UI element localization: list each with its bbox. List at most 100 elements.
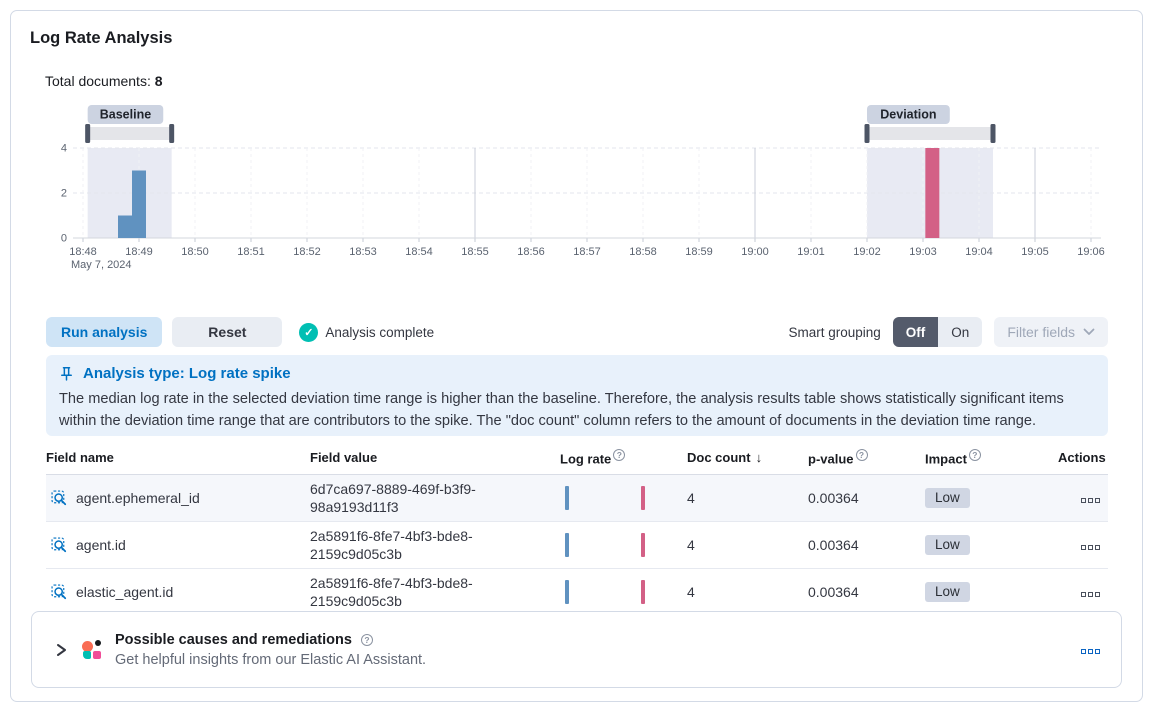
y-tick-label: 2 [61, 188, 67, 200]
document-count-chart[interactable]: 18:48 18:49 18:50 18:51 18:52 18:53 18:54 18:55… [55, 103, 1115, 277]
p-value-cell: 0.00364 [808, 521, 925, 570]
table-row[interactable]: agent.id 2a5891f6-8fe7-4bf3-bde8-2159c9d… [46, 521, 1108, 570]
x-tick-label: 18:58 [629, 246, 657, 258]
total-documents-value: 8 [154, 73, 163, 89]
page-title: Log Rate Analysis [30, 29, 173, 47]
controls-right: Smart grouping Off On Filter fields [788, 317, 1108, 347]
field-value: 2a5891f6-8fe7-4bf3-bde8-2159c9d05c3b [310, 528, 473, 563]
x-tick-label: 19:02 [853, 246, 881, 258]
x-tick-label: 18:51 [237, 246, 265, 258]
x-tick-label: 19:05 [1021, 246, 1049, 258]
impact-badge: Low [925, 535, 970, 556]
x-tick-label: 18:53 [349, 246, 377, 258]
callout-body: The median log rate in the selected devi… [59, 391, 1064, 429]
table-row[interactable]: elastic_agent.id 2a5891f6-8fe7-4bf3-bde8… [46, 568, 1108, 617]
brush-handle[interactable] [85, 124, 91, 143]
ai-panel-title: Possible causes and remediations [115, 631, 352, 648]
x-tick-label: 19:06 [1077, 246, 1105, 258]
info-icon[interactable]: ? [613, 449, 626, 461]
row-actions-icon[interactable] [1081, 545, 1100, 551]
x-tick-label: 18:50 [181, 246, 209, 258]
x-tick-label: 19:01 [797, 246, 825, 258]
reset-button[interactable]: Reset [172, 317, 283, 347]
x-tick-label: 18:54 [405, 246, 433, 258]
row-actions-icon[interactable] [1081, 498, 1100, 504]
total-documents-label: Total documents: [45, 73, 151, 89]
check-circle-icon: ✓ [299, 322, 319, 342]
expand-panel-button[interactable] [54, 642, 68, 658]
field-value: 2a5891f6-8fe7-4bf3-bde8-2159c9d05c3b [310, 575, 473, 610]
header-actions: Actions [1058, 447, 1108, 476]
table-header-row: Field name Field value Log rate? Doc cou… [46, 447, 1108, 476]
baseline-brush[interactable] [87, 127, 172, 140]
impact-badge: Low [925, 488, 970, 509]
total-documents: Total documents: 8 [45, 73, 163, 89]
brush-handle[interactable] [990, 124, 996, 143]
analysis-status: Analysis complete [325, 324, 435, 340]
smart-grouping-off-button[interactable]: Off [892, 317, 939, 347]
x-tick-label: 18:56 [517, 246, 545, 258]
filter-fields-button[interactable]: Filter fields [994, 317, 1108, 347]
x-tick-label: 18:49 [125, 246, 153, 258]
brush-handle[interactable] [864, 124, 870, 143]
x-tick-label: 18:52 [293, 246, 321, 258]
chevron-right-icon [57, 643, 66, 656]
log-rate-analysis-panel: Log Rate Analysis Total documents: 8 18:… [10, 10, 1143, 702]
header-p-value[interactable]: p-value? [808, 447, 925, 476]
deviation-mini-bar [641, 580, 645, 605]
run-analysis-button[interactable]: Run analysis [46, 317, 163, 347]
row-actions-icon[interactable] [1081, 592, 1100, 598]
deviation-mini-bar [641, 486, 645, 511]
doc-count-cell: 4 [687, 474, 808, 523]
baseline-mini-bar [565, 486, 569, 511]
help-icon[interactable]: ? [360, 633, 373, 646]
field-name: agent.id [76, 537, 126, 554]
smart-grouping-on-button[interactable]: On [938, 317, 983, 347]
actions-icon [1081, 649, 1100, 654]
brush-handle[interactable] [169, 124, 175, 143]
x-tick-label: 19:04 [965, 246, 993, 258]
sort-desc-icon: ↓ [755, 450, 763, 466]
info-icon[interactable]: ? [968, 449, 981, 461]
ai-panel-text: Possible causes and remediations ? Get h… [115, 632, 426, 668]
field-stats-icon[interactable] [51, 490, 68, 507]
header-field-name[interactable]: Field name [46, 447, 310, 476]
panel-actions-button[interactable] [1081, 642, 1100, 657]
possible-causes-panel: Possible causes and remediations ? Get h… [31, 611, 1122, 688]
deviation-bar [925, 148, 940, 238]
field-stats-icon[interactable] [51, 584, 68, 601]
analysis-results-table: Field name Field value Log rate? Doc cou… [46, 447, 1108, 617]
x-tick-label: 18:48 [69, 246, 97, 258]
doc-count-cell: 4 [687, 568, 808, 617]
x-tick-label: 18:59 [685, 246, 713, 258]
doc-count-cell: 4 [687, 521, 808, 570]
info-icon[interactable]: ? [855, 449, 868, 461]
baseline-badge [87, 105, 164, 124]
badge-label: Deviation [880, 108, 936, 122]
field-stats-icon[interactable] [51, 537, 68, 554]
date-label: May 7, 2024 [71, 259, 132, 271]
x-tick-label: 18:55 [461, 246, 489, 258]
analysis-type-callout: Analysis type: Log rate spike The median… [46, 355, 1108, 436]
ai-panel-subtitle: Get helpful insights from our Elastic AI… [115, 651, 427, 668]
header-log-rate[interactable]: Log rate? [560, 447, 687, 476]
field-name: elastic_agent.id [76, 584, 174, 601]
filter-fields-label: Filter fields [1007, 324, 1075, 340]
callout-title: Analysis type: Log rate spike [83, 365, 291, 382]
header-field-value[interactable]: Field value [310, 447, 560, 476]
smart-grouping-toggle: Off On [892, 317, 983, 347]
header-doc-count[interactable]: Doc count ↓ [687, 447, 808, 476]
field-name: agent.ephemeral_id [76, 490, 200, 507]
table-row[interactable]: agent.ephemeral_id 6d7ca697-8889-469f-b3… [46, 474, 1108, 523]
histogram-svg: 18:48 18:49 18:50 18:51 18:52 18:53 18:54 18:55… [61, 105, 1105, 271]
baseline-bar [118, 215, 132, 238]
deviation-brush[interactable] [867, 127, 993, 140]
p-value-cell: 0.00364 [808, 568, 925, 617]
chevron-down-icon [1083, 328, 1095, 335]
baseline-mini-bar [565, 580, 569, 605]
pin-icon [61, 366, 72, 381]
y-tick-label: 4 [61, 143, 67, 155]
field-value: 6d7ca697-8889-469f-b3f9-98a9193d11f3 [310, 481, 476, 516]
log-rate-sparkline [560, 580, 660, 605]
header-impact[interactable]: Impact? [925, 447, 1058, 476]
